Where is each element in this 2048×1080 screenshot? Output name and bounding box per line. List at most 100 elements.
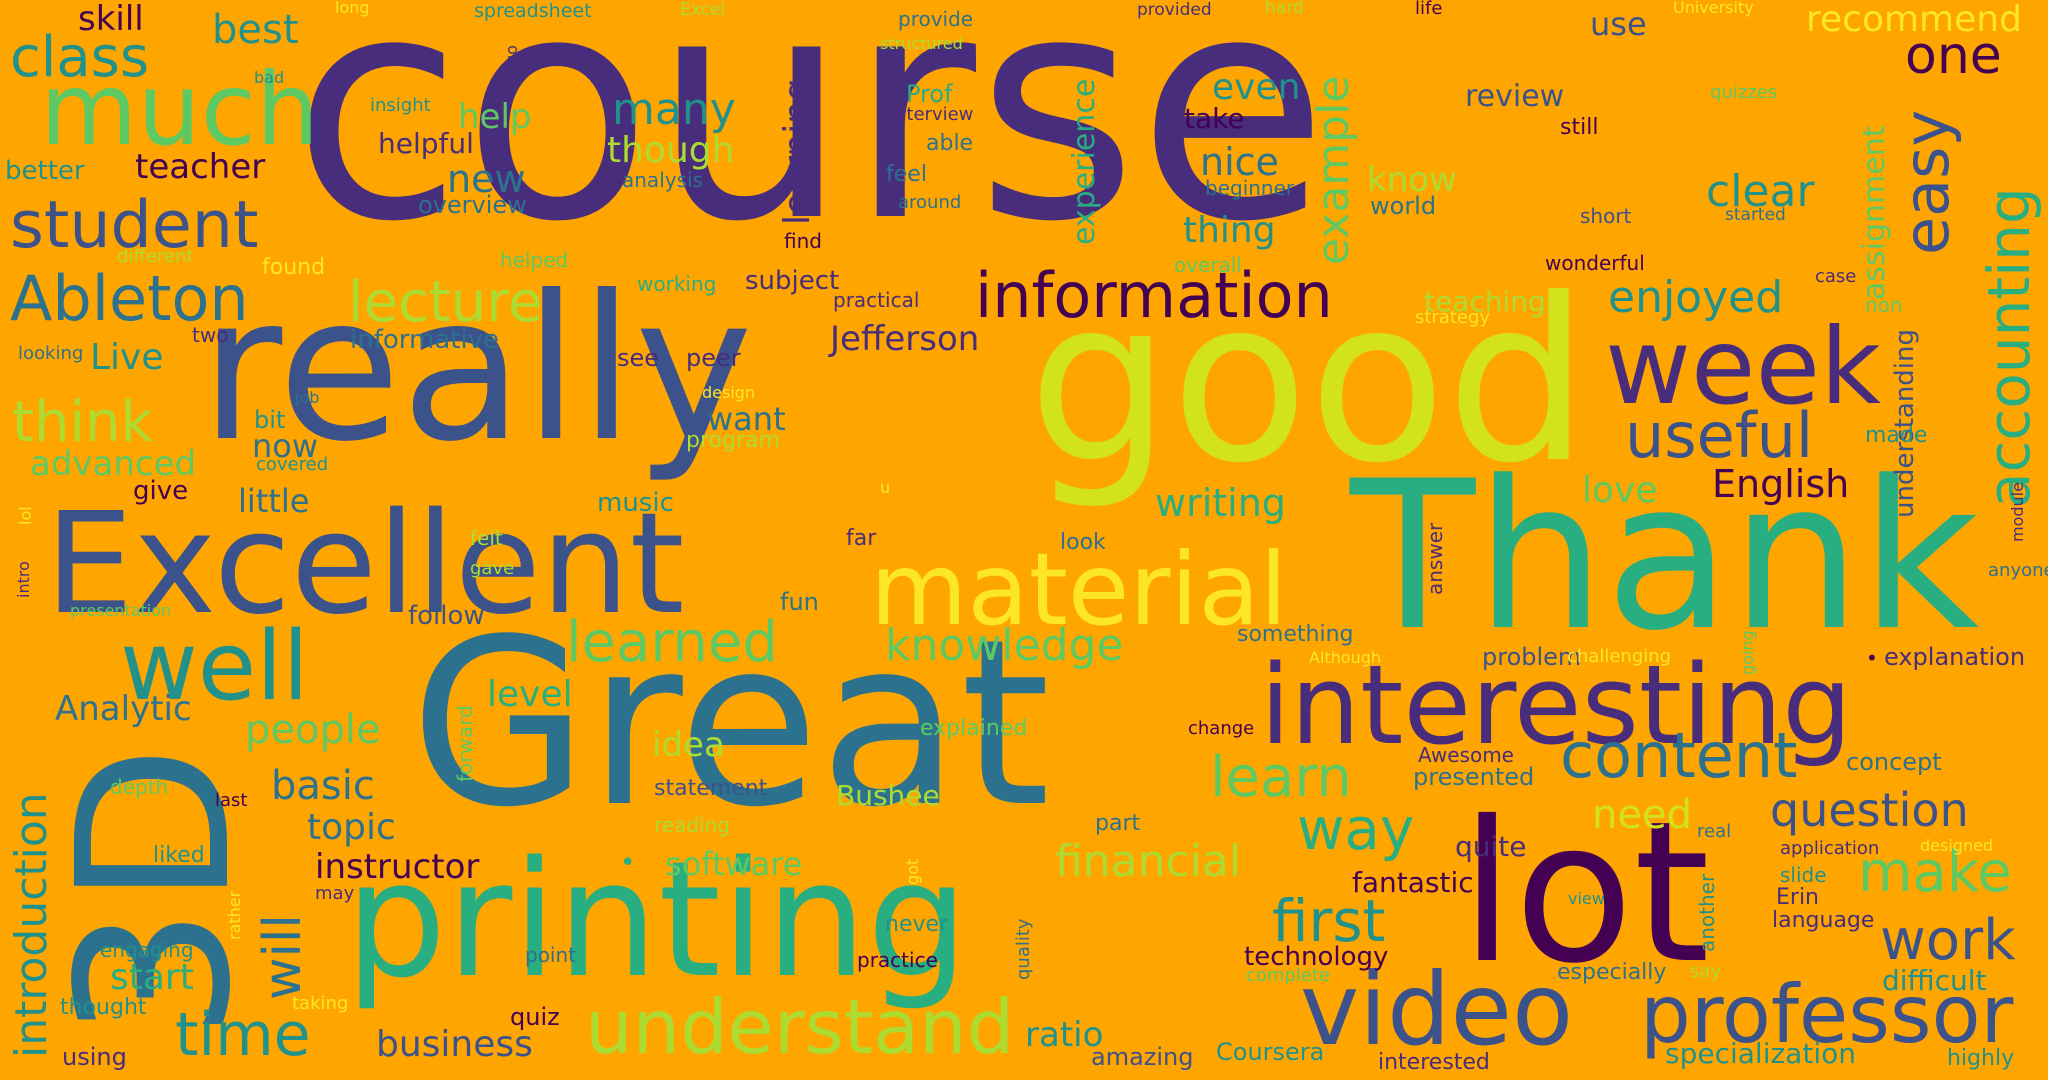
word-want: want [707, 400, 786, 438]
word-use: use [1590, 5, 1647, 43]
word-insight: insight [370, 95, 431, 116]
word-long: long [335, 0, 370, 17]
word-practice: practice [857, 948, 938, 972]
word-life: life [1415, 0, 1443, 19]
word-another: another [1695, 873, 1719, 952]
word-quizzes: quizzes [1710, 82, 1778, 103]
word-university: University [1673, 0, 1754, 17]
word-business: business [376, 1024, 533, 1065]
word-say: say [1690, 961, 1722, 982]
word-new: new [447, 157, 526, 201]
word-using: using [62, 1043, 127, 1071]
word-point: point [525, 943, 577, 967]
word-see: see [617, 344, 660, 372]
word-spreadsheet: spreadsheet [474, 0, 592, 22]
word-fantastic: fantastic [1352, 866, 1474, 899]
word-job: job [295, 388, 320, 407]
word-erin: Erin [1776, 885, 1820, 910]
word-class: class [10, 25, 150, 90]
word-english: English [1712, 462, 1850, 506]
word-experience: experience [1067, 78, 1102, 245]
word-though: though [607, 130, 735, 171]
word-give: give [133, 476, 189, 506]
word-forward: forward [453, 705, 477, 782]
word-people: people [245, 707, 381, 753]
word-awesome: Awesome [1418, 743, 1514, 767]
word-made: made [1865, 423, 1928, 448]
word-felt: felt [470, 526, 503, 550]
word-need: need [1592, 792, 1692, 838]
word-language: language [1772, 908, 1875, 933]
word-amazing: amazing [1091, 1043, 1194, 1071]
word-review: review [1465, 79, 1565, 114]
word-learned: learned [566, 610, 778, 675]
word-start: start [110, 957, 194, 998]
word-great: Great [410, 591, 1051, 858]
word-got: got [903, 858, 922, 885]
word-thought: thought [60, 995, 147, 1020]
word-reading: reading [654, 813, 730, 837]
word-ratio: ratio [1025, 1015, 1104, 1055]
word-provide: provide [898, 7, 974, 31]
word-never: never [885, 912, 949, 937]
word-teacher: teacher [135, 147, 266, 187]
word-find: find [784, 229, 822, 253]
word-take: take [1184, 102, 1245, 135]
word-music: music [597, 488, 674, 518]
word-concept: concept [1846, 748, 1942, 776]
word-hard: hard [1265, 0, 1304, 18]
word-way: way [1297, 795, 1415, 863]
word-highly: highly [1947, 1046, 2015, 1071]
word-technology: technology [1244, 942, 1389, 972]
word-bit: bit [254, 406, 286, 434]
word-much: much [40, 51, 320, 168]
word-enjoyed: enjoyed [1608, 272, 1784, 323]
word-intro: intro [14, 561, 33, 598]
word-u: u [880, 478, 891, 497]
word-looking: looking [18, 343, 84, 364]
word-make: make [1858, 840, 2012, 905]
word-taking: taking [292, 993, 349, 1014]
word-skill: skill [78, 0, 144, 39]
word-excel: Excel [680, 0, 726, 20]
word-best: best [212, 7, 299, 53]
word-material: material [870, 531, 1288, 648]
word-work: work [1880, 908, 2016, 973]
word-complete: complete [1246, 965, 1331, 986]
word-program: program [686, 428, 780, 453]
word-subject: subject [745, 266, 840, 296]
word-presented: presented [1413, 763, 1535, 791]
word-coursera: Coursera [1216, 1038, 1325, 1066]
word-non: non [1865, 293, 1903, 317]
word-specialization: specialization [1665, 1037, 1856, 1070]
word-interesting: interesting [1260, 641, 1853, 769]
word-started: started [1725, 205, 1786, 225]
word-teaching: teaching [1424, 285, 1546, 318]
word-lot: lot [1460, 779, 1710, 1006]
word-bullet-1: • [620, 848, 636, 878]
word-now: now [252, 427, 319, 465]
word-slide: slide [1780, 863, 1827, 887]
word-assignment: assignment [1857, 125, 1892, 301]
word-covered: covered [256, 454, 329, 475]
word-short: short [1580, 204, 1632, 228]
word-student: student [10, 188, 259, 263]
word-strategy: strategy [1415, 307, 1491, 328]
word-basic: basic [271, 763, 375, 809]
word-printing: printing [345, 826, 969, 1013]
word-writing: writing [1155, 481, 1286, 525]
word-learn: learn [1210, 745, 1352, 810]
word-engaging: engaging [100, 938, 194, 962]
word-wonderful: wonderful [1545, 251, 1645, 275]
word-question: question [1770, 783, 1969, 837]
word-bad: bad [254, 68, 285, 87]
word-application: application [1780, 838, 1880, 859]
word-still: still [1560, 115, 1599, 140]
word-clear: clear [1706, 166, 1815, 217]
word-gave: gave [470, 558, 515, 579]
word-structured: structured [880, 34, 963, 53]
word-understand: understand [585, 983, 1015, 1071]
word-especially: especially [1557, 960, 1667, 985]
word-challenging: challenging [1567, 646, 1672, 667]
word-easy: easy [1890, 109, 1963, 255]
